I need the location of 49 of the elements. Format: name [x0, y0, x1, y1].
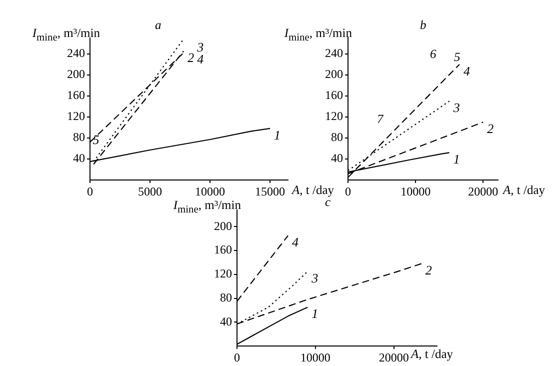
- y-tick-label: 160: [325, 88, 343, 102]
- y-tick-label: 80: [73, 130, 85, 144]
- x-tick-label: 10000: [195, 184, 225, 198]
- series-label: 4: [292, 234, 299, 250]
- annotation: 5: [454, 50, 460, 65]
- series-label: 2: [425, 262, 432, 278]
- annotation: 6: [430, 47, 436, 62]
- y-tick-label: 120: [214, 266, 232, 281]
- y-tick-label: 40: [73, 151, 85, 166]
- series-label: 2: [487, 121, 494, 136]
- y-tick-label: 120: [325, 109, 343, 124]
- x-tick-label: 0: [345, 184, 351, 198]
- series-label: 4: [463, 63, 470, 78]
- y-axis-title: I$_{mine}$, m³/min: [284, 26, 352, 44]
- series-label: 2: [188, 50, 195, 66]
- y-tick-label: 240: [67, 46, 85, 60]
- x-tick-label: 10000: [400, 184, 431, 198]
- x-axis-title: A, t /day: [411, 347, 454, 362]
- x-tick-label: 0: [87, 184, 93, 198]
- y-tick-label: 120: [67, 109, 85, 124]
- series-label: 1: [274, 127, 280, 142]
- y-tick-label: 200: [325, 67, 343, 82]
- x-tick-label: 5000: [138, 184, 162, 198]
- series-label: 3: [310, 270, 319, 286]
- series-label: 1: [453, 152, 460, 167]
- x-tick-label: 15000: [255, 184, 285, 198]
- chart-title: a: [155, 18, 162, 33]
- x-axis-title: A, t /day: [292, 183, 334, 198]
- x-tick-label: 20000: [468, 184, 498, 198]
- y-tick-label: 240: [325, 46, 343, 60]
- y-tick-label: 80: [220, 290, 232, 304]
- y-tick-label: 80: [331, 130, 343, 144]
- x-tick-label: 10000: [300, 350, 330, 364]
- y-axis-title: I$_{mine}$, m³/min: [32, 26, 100, 44]
- x-axis-title: A, t /day: [503, 183, 546, 198]
- y-tick-label: 200: [67, 66, 85, 81]
- y-axis-title: I$_{mine}$, m³/min: [173, 198, 241, 216]
- y-tick-label: 160: [214, 242, 232, 257]
- x-tick-label: 0: [234, 350, 240, 364]
- y-tick-label: 200: [214, 218, 232, 233]
- y-tick-label: 40: [220, 314, 232, 328]
- series-label: 3: [452, 100, 460, 116]
- y-tick-label: 160: [67, 88, 85, 102]
- series-label: 1: [312, 306, 318, 322]
- y-tick-label: 40: [331, 151, 343, 166]
- x-tick-label: 20000: [378, 350, 409, 364]
- annotation: 5: [92, 132, 100, 147]
- annotation: 7: [377, 112, 384, 127]
- chart-title: b: [420, 18, 426, 33]
